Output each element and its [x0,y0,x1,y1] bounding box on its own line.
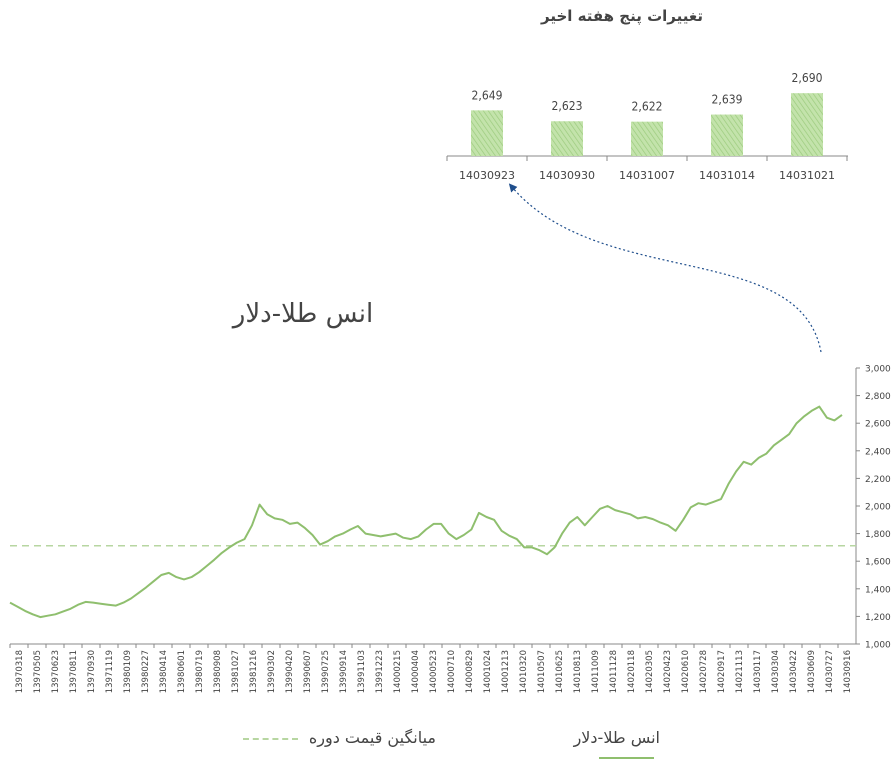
bar-14030930 [551,121,583,156]
x-tick-label: 13991103 [357,650,367,693]
bar-14031007 [631,121,663,156]
bar-value-label: 2,622 [632,100,663,114]
bar-category-label: 14031007 [619,169,675,182]
x-tick-label: 13981027 [231,650,241,693]
x-tick-label: 13990725 [321,650,331,693]
legend-mean-label: میانگین قیمت دوره [308,728,436,747]
bar-14030923 [471,110,503,156]
y-tick-label: 3,000 [865,365,891,375]
x-tick-label: 13980414 [159,650,169,693]
x-tick-label: 14000710 [447,650,457,693]
y-tick-label: 1,400 [865,585,891,595]
x-tick-label: 14020423 [663,650,673,693]
y-tick-label: 1,600 [865,558,891,568]
bar-category-label: 14030923 [459,169,515,182]
connector-arrow [508,183,822,353]
y-tick-label: 2,800 [865,392,891,402]
x-tick-label: 14001024 [483,650,493,693]
x-tick-label: 14000215 [393,650,403,693]
x-tick-label: 13970505 [33,650,43,693]
y-tick-label: 2,000 [865,503,891,513]
x-tick-label: 13980719 [195,650,205,693]
x-tick-label: 14020728 [699,650,709,693]
y-tick-label: 2,600 [865,420,891,430]
x-tick-label: 14011128 [609,650,619,693]
x-tick-label: 13980109 [123,650,133,693]
x-tick-label: 13970811 [69,650,79,693]
x-tick-label: 13970930 [87,650,97,693]
legend-mean-swatch [242,737,298,740]
x-tick-label: 14021113 [735,650,745,693]
x-tick-label: 14020917 [717,650,727,693]
x-tick-label: 14010320 [519,650,529,693]
x-tick-label: 13980227 [141,650,151,693]
x-tick-label: 14010507 [537,650,547,693]
x-tick-label: 14020305 [645,650,655,693]
x-tick-label: 13980908 [213,650,223,693]
x-tick-label: 14020118 [627,650,637,693]
bar-value-label: 2,690 [792,71,823,85]
series-line-gold-ounce [9,405,843,619]
x-tick-label: 14010625 [555,650,565,693]
x-tick-label: 14030609 [807,650,817,693]
legend-line-item: انس طلا-دلار [510,728,660,766]
x-tick-label: 13981216 [249,650,259,693]
bar-category-label: 14030930 [539,169,595,182]
bar-14031021 [791,93,823,156]
x-tick-label: 13990420 [285,650,295,693]
bar-category-label: 14031021 [779,169,835,182]
y-tick-label: 1,800 [865,530,891,540]
x-tick-label: 14030117 [753,650,763,693]
x-tick-label: 14030916 [843,650,853,693]
bar-chart-title: تغییرات پنج هفته اخیر [540,7,703,26]
x-tick-label: 14000829 [465,650,475,693]
x-tick-label: 13991223 [375,650,385,693]
y-tick-label: 1,000 [865,641,891,651]
x-tick-label: 14030304 [771,650,781,693]
bar-group: 2,649 14030923 2,623 14030930 2,622 14031007 2… [446,71,848,182]
x-tick-label: 14020610 [681,650,691,693]
y-tick-label: 2,200 [865,475,891,485]
x-tick-label: 14030422 [789,650,799,693]
x-tick-label: 14030727 [825,650,835,693]
legend-line-label: انس طلا-دلار [573,728,660,747]
line-chart: 1,000 1,200 1,400 1,600 1,800 2,000 2,200 2,400… [9,365,891,693]
x-tick-label: 13990302 [267,650,277,693]
bar-value-label: 2,623 [552,99,583,113]
legend-line-swatch [599,756,654,759]
x-tick-label: 13980601 [177,650,187,693]
line-chart-title: انس طلا-دلار [231,299,373,329]
bar-value-label: 2,649 [472,88,503,102]
bar-category-label: 14031014 [699,169,755,182]
bar-14031014 [711,114,743,156]
x-tick-label: 13970318 [15,650,25,693]
x-tick-label: 13990607 [303,650,313,693]
x-tick-label: 13971119 [105,650,115,693]
x-tick-label: 13970623 [51,650,61,693]
legend-mean-item: میانگین قیمت دوره [236,728,436,747]
x-tick-label: 14011009 [591,650,601,693]
y-tick-label: 1,200 [865,613,891,623]
x-tick-label: 14000523 [429,650,439,693]
x-tick-label: 14001213 [501,650,511,693]
x-tick-label: 13990914 [339,650,349,693]
x-tick-label: 14010813 [573,650,583,693]
bar-value-label: 2,639 [712,93,743,107]
y-tick-label: 2,400 [865,447,891,457]
x-tick-label: 14000404 [411,650,421,693]
